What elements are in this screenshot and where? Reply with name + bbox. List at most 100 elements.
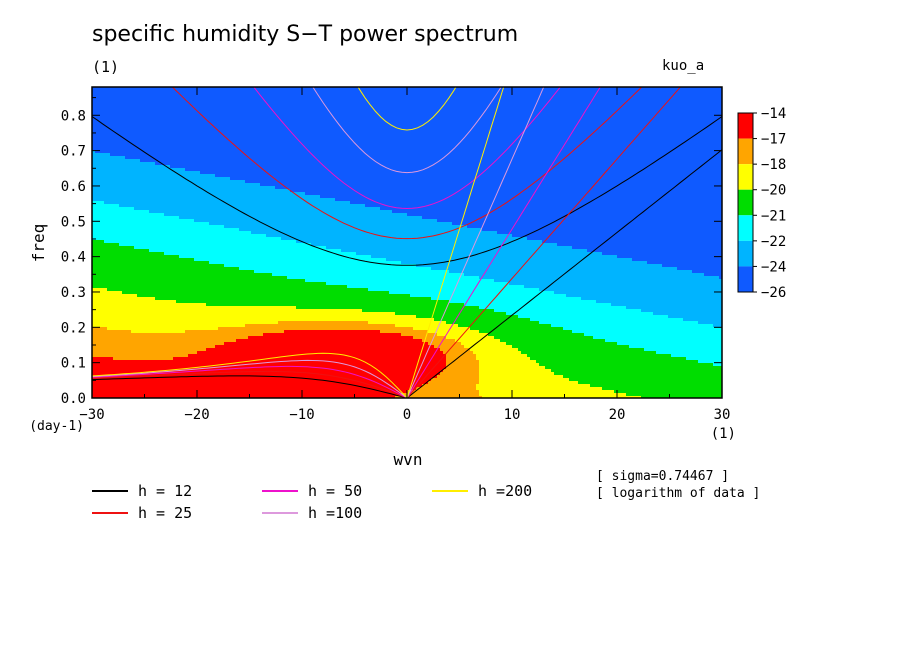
heatmap-cell xyxy=(92,228,239,231)
heatmap-cell xyxy=(698,321,722,324)
heatmap-cell xyxy=(539,363,713,366)
heatmap-cell xyxy=(296,240,542,243)
heatmap-cell xyxy=(92,327,107,330)
heatmap-cell xyxy=(92,285,347,288)
heatmap-cell xyxy=(578,381,722,384)
heatmap-cell xyxy=(464,273,704,276)
x-tick-label: 10 xyxy=(504,407,521,423)
heatmap-cell xyxy=(395,312,506,315)
heatmap-cell xyxy=(176,300,449,303)
heatmap-cell xyxy=(611,303,722,306)
heatmap-cell xyxy=(92,324,245,327)
colorbar-swatch xyxy=(738,164,753,190)
heatmap-cell xyxy=(92,189,290,192)
heatmap-cell xyxy=(449,300,596,303)
legend-label-h100: h =100 xyxy=(308,504,362,522)
heatmap-cell xyxy=(92,216,179,219)
heatmap-cell xyxy=(92,345,215,348)
heatmap-cell xyxy=(275,186,722,189)
heatmap-cell xyxy=(92,162,155,165)
y-tick-label: 0.8 xyxy=(61,108,86,124)
heatmap-cell xyxy=(284,330,380,333)
heatmap-cell xyxy=(602,252,722,255)
heatmap-cell xyxy=(119,243,311,246)
heatmap-cell xyxy=(92,237,281,240)
heatmap-cell xyxy=(479,372,554,375)
rossby-curve-h50 xyxy=(92,365,408,398)
heatmap-cell xyxy=(92,198,335,201)
heatmap-cell xyxy=(155,297,431,300)
heatmap-cell xyxy=(494,309,641,312)
heatmap-cell xyxy=(416,315,518,318)
heatmap-cell xyxy=(320,195,722,198)
heatmap-cell xyxy=(140,159,722,162)
heatmap-cell xyxy=(206,303,464,306)
colorbar-label: −20 xyxy=(761,183,786,199)
x-unit-label: (1) xyxy=(711,426,736,442)
heatmap-cell xyxy=(92,159,140,162)
heatmap-cell xyxy=(479,369,551,372)
heatmap-cell xyxy=(92,384,422,387)
heatmap-cell xyxy=(224,225,467,228)
heatmap-cell xyxy=(125,156,722,159)
heatmap-cell xyxy=(527,354,671,357)
heatmap-cell xyxy=(584,333,722,336)
heatmap-cell xyxy=(590,384,722,387)
heatmap-cell xyxy=(92,393,401,396)
heatmap-cell xyxy=(479,276,719,279)
heatmap-cell xyxy=(362,309,494,312)
gravity-curve-h25 xyxy=(171,87,643,240)
heatmap-cell xyxy=(251,231,497,234)
gravity-curve-h200 xyxy=(357,87,457,131)
x-tick-label: −30 xyxy=(79,407,104,423)
legend-label-h200: h =200 xyxy=(478,482,532,500)
heatmap-cell xyxy=(482,228,722,231)
heatmap-cell xyxy=(458,324,551,327)
heatmap-cell xyxy=(494,279,722,282)
heatmap-cell xyxy=(92,99,722,102)
heatmap-cell xyxy=(401,393,479,396)
heatmap-cell xyxy=(92,240,104,243)
heatmap-cell xyxy=(92,300,176,303)
heatmap-cell xyxy=(692,270,722,273)
heatmap-cell xyxy=(476,354,527,357)
heatmap-cell xyxy=(527,237,722,240)
y-tick-label: 0.3 xyxy=(61,285,86,301)
heatmap-cell xyxy=(92,366,446,369)
heatmap-cell xyxy=(305,279,494,282)
heatmap-cell xyxy=(92,222,209,225)
heatmap-cell xyxy=(260,183,722,186)
heatmap-cell xyxy=(92,363,446,366)
heatmap-cell xyxy=(131,330,185,333)
heatmap-cell xyxy=(92,288,107,291)
heatmap-cell xyxy=(92,330,131,333)
heatmap-cell xyxy=(194,258,386,261)
heatmap-cell xyxy=(479,306,626,309)
heatmap-cell xyxy=(341,249,587,252)
colorbar-label: −22 xyxy=(761,234,786,250)
heatmap-cell xyxy=(92,120,722,123)
rossby-curve-h100 xyxy=(92,359,408,398)
heatmap-cell xyxy=(479,381,578,384)
heatmap-cell xyxy=(371,255,617,258)
heatmap-cell xyxy=(134,246,326,249)
heatmap-cell xyxy=(506,312,653,315)
heatmap-cell xyxy=(446,360,479,363)
heatmap-cell xyxy=(185,168,722,171)
heatmap-cell xyxy=(164,213,407,216)
heatmap-cell xyxy=(209,222,452,225)
heatmap-cell xyxy=(551,369,722,372)
y-axis-label: freq xyxy=(29,224,48,263)
heatmap-cell xyxy=(92,312,395,315)
heatmap-cell xyxy=(92,342,224,345)
heatmap-cell xyxy=(149,210,392,213)
heatmap-cell xyxy=(500,339,605,342)
x-tick-label: 30 xyxy=(714,407,731,423)
heatmap-cell xyxy=(470,348,518,351)
gravity-curve-h100 xyxy=(312,87,502,174)
colorbar-swatch xyxy=(738,189,753,216)
heatmap-cell xyxy=(92,282,326,285)
heatmap-cell xyxy=(95,150,722,153)
y-tick-label: 0.6 xyxy=(61,179,86,195)
heatmap-cell xyxy=(92,168,185,171)
